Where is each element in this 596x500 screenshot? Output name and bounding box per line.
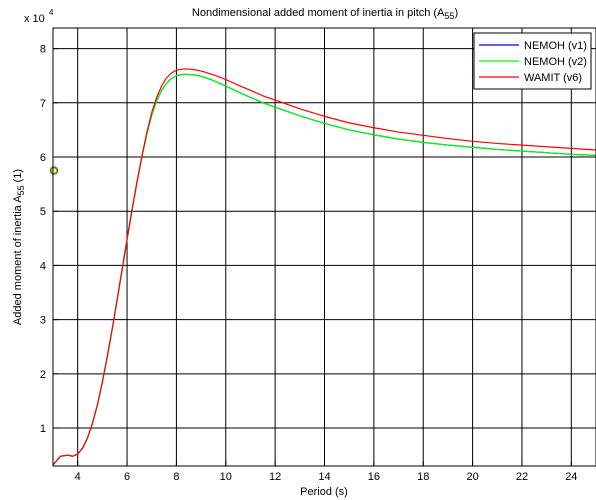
x-tick-label: 10 xyxy=(220,471,232,483)
x-tick-label: 4 xyxy=(75,471,81,483)
y-tick-label: 7 xyxy=(40,98,46,110)
chart-title-close: ) xyxy=(454,7,458,19)
x-tick-label: 12 xyxy=(269,471,281,483)
x-tick-label: 8 xyxy=(173,471,179,483)
chart-title: Nondimensional added moment of inertia i… xyxy=(192,7,458,21)
data-marker xyxy=(49,166,59,175)
data-marker xyxy=(50,167,58,174)
y-axis-label-main: Added moment of inertia A xyxy=(12,195,24,325)
legend-items: NEMOH (v1) NEMOH (v2) WAMIT (v6) xyxy=(479,40,587,84)
y-exponent-base: x 10 xyxy=(24,13,45,25)
x-tick-label: 14 xyxy=(318,471,330,483)
y-exponent-power: 4 xyxy=(49,8,54,17)
x-axis-label: Period (s) xyxy=(300,486,348,498)
x-tick-label: 6 xyxy=(124,471,130,483)
y-tick-label: 2 xyxy=(40,369,46,381)
legend-label: WAMIT (v6) xyxy=(524,72,582,84)
y-tick-label: 5 xyxy=(40,206,46,218)
y-axis-label-suffix: (1) xyxy=(12,169,24,186)
x-tick-label: 22 xyxy=(516,471,528,483)
legend-label: NEMOH (v2) xyxy=(524,56,587,68)
y-tick-label: 1 xyxy=(40,423,46,435)
y-tick-label: 4 xyxy=(40,260,46,272)
x-tick-label: 18 xyxy=(417,471,429,483)
chart-title-main: Nondimensional added moment of inertia i… xyxy=(192,7,445,19)
y-axis-label: Added moment of inertia A55 (1) xyxy=(12,169,26,325)
y-tick-label: 6 xyxy=(40,152,46,164)
series-line-3 xyxy=(52,68,596,466)
x-tick-label: 20 xyxy=(466,471,478,483)
chart-title-subscript: 55 xyxy=(444,11,454,21)
series-layer xyxy=(52,68,596,466)
x-tick-label: 24 xyxy=(565,471,577,483)
grid-layer xyxy=(53,28,596,466)
y-tick-label: 8 xyxy=(40,44,46,56)
marker-layer xyxy=(49,166,59,175)
legend: NEMOH (v1) NEMOH (v2) WAMIT (v6) xyxy=(473,32,592,90)
y-axis-label-subscript: 55 xyxy=(16,185,26,195)
x-tick-label: 16 xyxy=(368,471,380,483)
legend-label: NEMOH (v1) xyxy=(524,40,587,52)
y-tick-label: 3 xyxy=(40,315,46,327)
